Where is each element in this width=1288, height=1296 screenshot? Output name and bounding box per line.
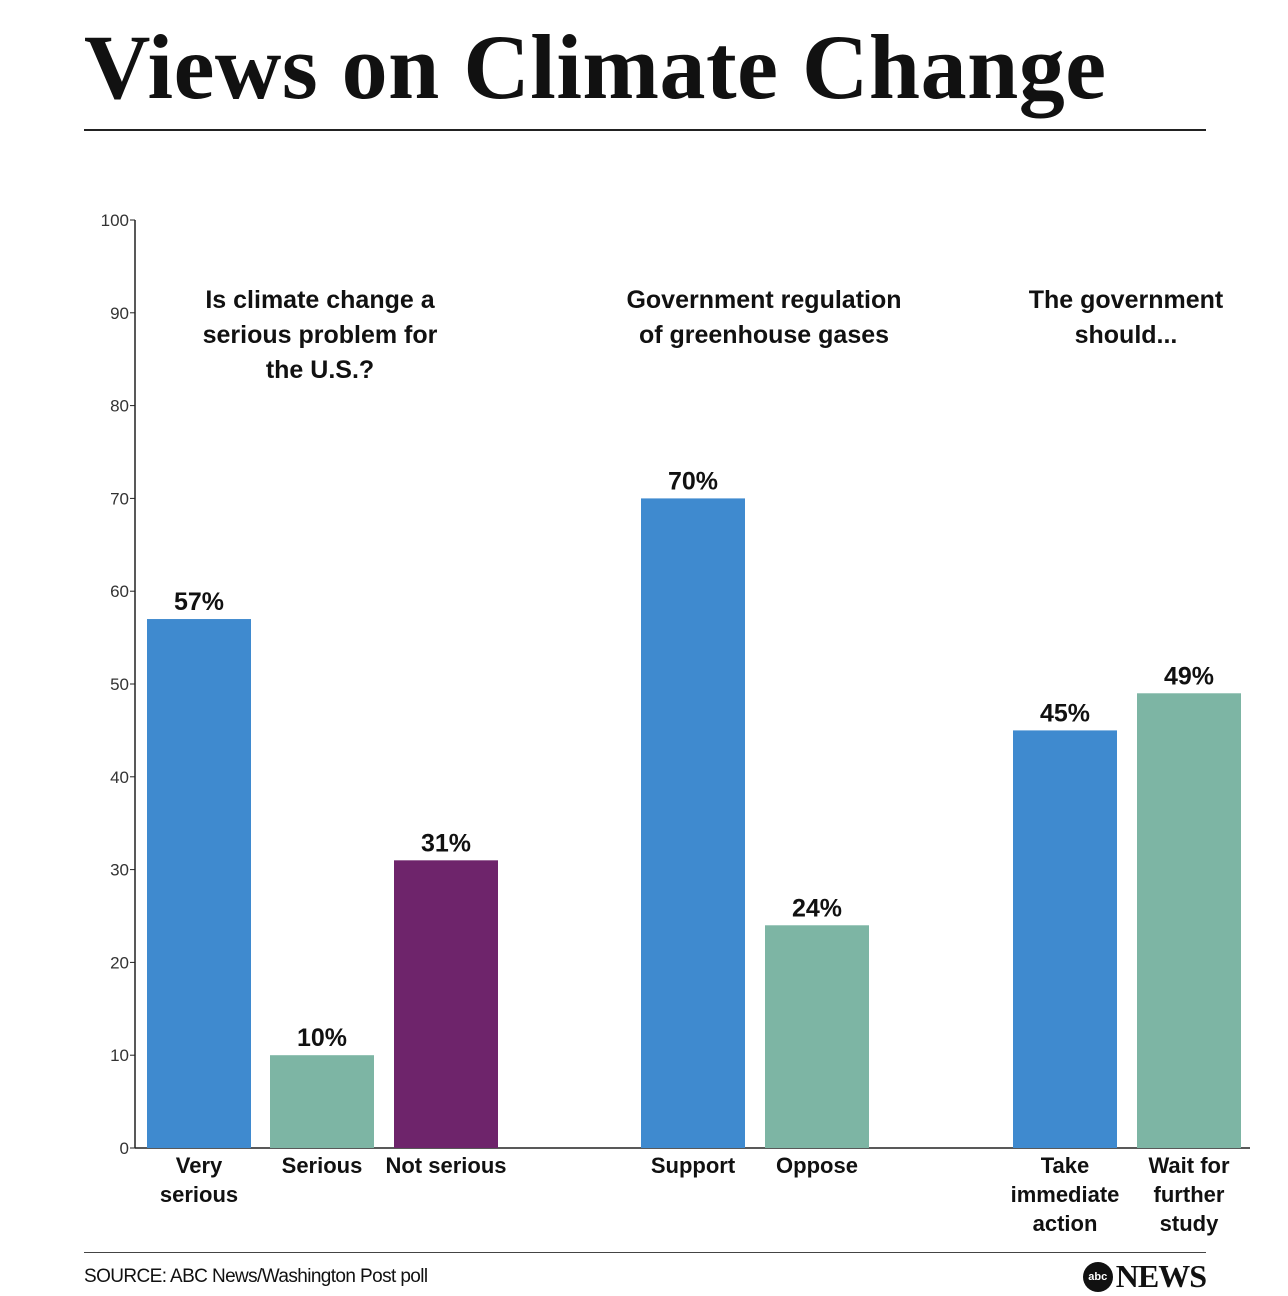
y-tick-label: 10: [110, 1046, 129, 1065]
bar-value-label: 70%: [668, 467, 718, 495]
category-label: Take: [1041, 1153, 1090, 1178]
footer-divider: [84, 1252, 1206, 1253]
group-title: should...: [1075, 321, 1178, 349]
y-tick-label: 80: [110, 397, 129, 416]
category-label: Wait for: [1148, 1153, 1229, 1178]
bar-value-label: 45%: [1040, 699, 1090, 727]
bar: [147, 619, 251, 1148]
bar-chart: 0 10 20 30 40 50 60 70 80 90 100 Is climate change …: [0, 0, 1288, 1250]
category-label: immediate: [1011, 1182, 1120, 1207]
y-tick-label: 50: [110, 675, 129, 694]
bar-value-label: 31%: [421, 829, 471, 857]
category-label: Very: [176, 1153, 223, 1178]
bar: [1137, 693, 1241, 1148]
group-title: of greenhouse gases: [639, 321, 889, 349]
bar: [270, 1055, 374, 1148]
bar: [641, 498, 745, 1148]
category-label: further: [1154, 1182, 1225, 1207]
y-tick-label: 90: [110, 304, 129, 323]
bar-value-label: 10%: [297, 1024, 347, 1052]
group-title: Government regulation: [626, 286, 901, 314]
bar: [394, 860, 498, 1148]
bar-value-label: 57%: [174, 588, 224, 616]
y-tick-label: 60: [110, 582, 129, 601]
y-tick-label: 40: [110, 768, 129, 787]
group-title: The government: [1029, 286, 1224, 314]
group-title: the U.S.?: [266, 356, 374, 384]
bar-value-label: 24%: [792, 894, 842, 922]
category-label: Not serious: [385, 1153, 506, 1178]
group-title: serious problem for: [203, 321, 438, 349]
abc-badge-icon: abc: [1083, 1262, 1113, 1292]
group-title: Is climate change a: [205, 286, 435, 314]
source-note: SOURCE: ABC News/Washington Post poll: [84, 1266, 428, 1288]
y-tick-label: 0: [120, 1139, 129, 1158]
category-label: Support: [651, 1153, 736, 1178]
bar-value-label: 49%: [1164, 662, 1214, 690]
abc-news-logo: abc NEWS: [1083, 1258, 1206, 1295]
y-tick-label: 70: [110, 489, 129, 508]
y-tick-label: 100: [101, 211, 129, 230]
logo-wordmark: NEWS: [1116, 1258, 1206, 1295]
bar: [1013, 730, 1117, 1148]
y-tick-label: 30: [110, 861, 129, 880]
category-label: Oppose: [776, 1153, 858, 1178]
category-label: Serious: [282, 1153, 363, 1178]
y-tick-label: 20: [110, 953, 129, 972]
category-label: serious: [160, 1182, 238, 1207]
category-label: action: [1033, 1211, 1098, 1236]
bar: [765, 925, 869, 1148]
category-label: study: [1160, 1211, 1219, 1236]
